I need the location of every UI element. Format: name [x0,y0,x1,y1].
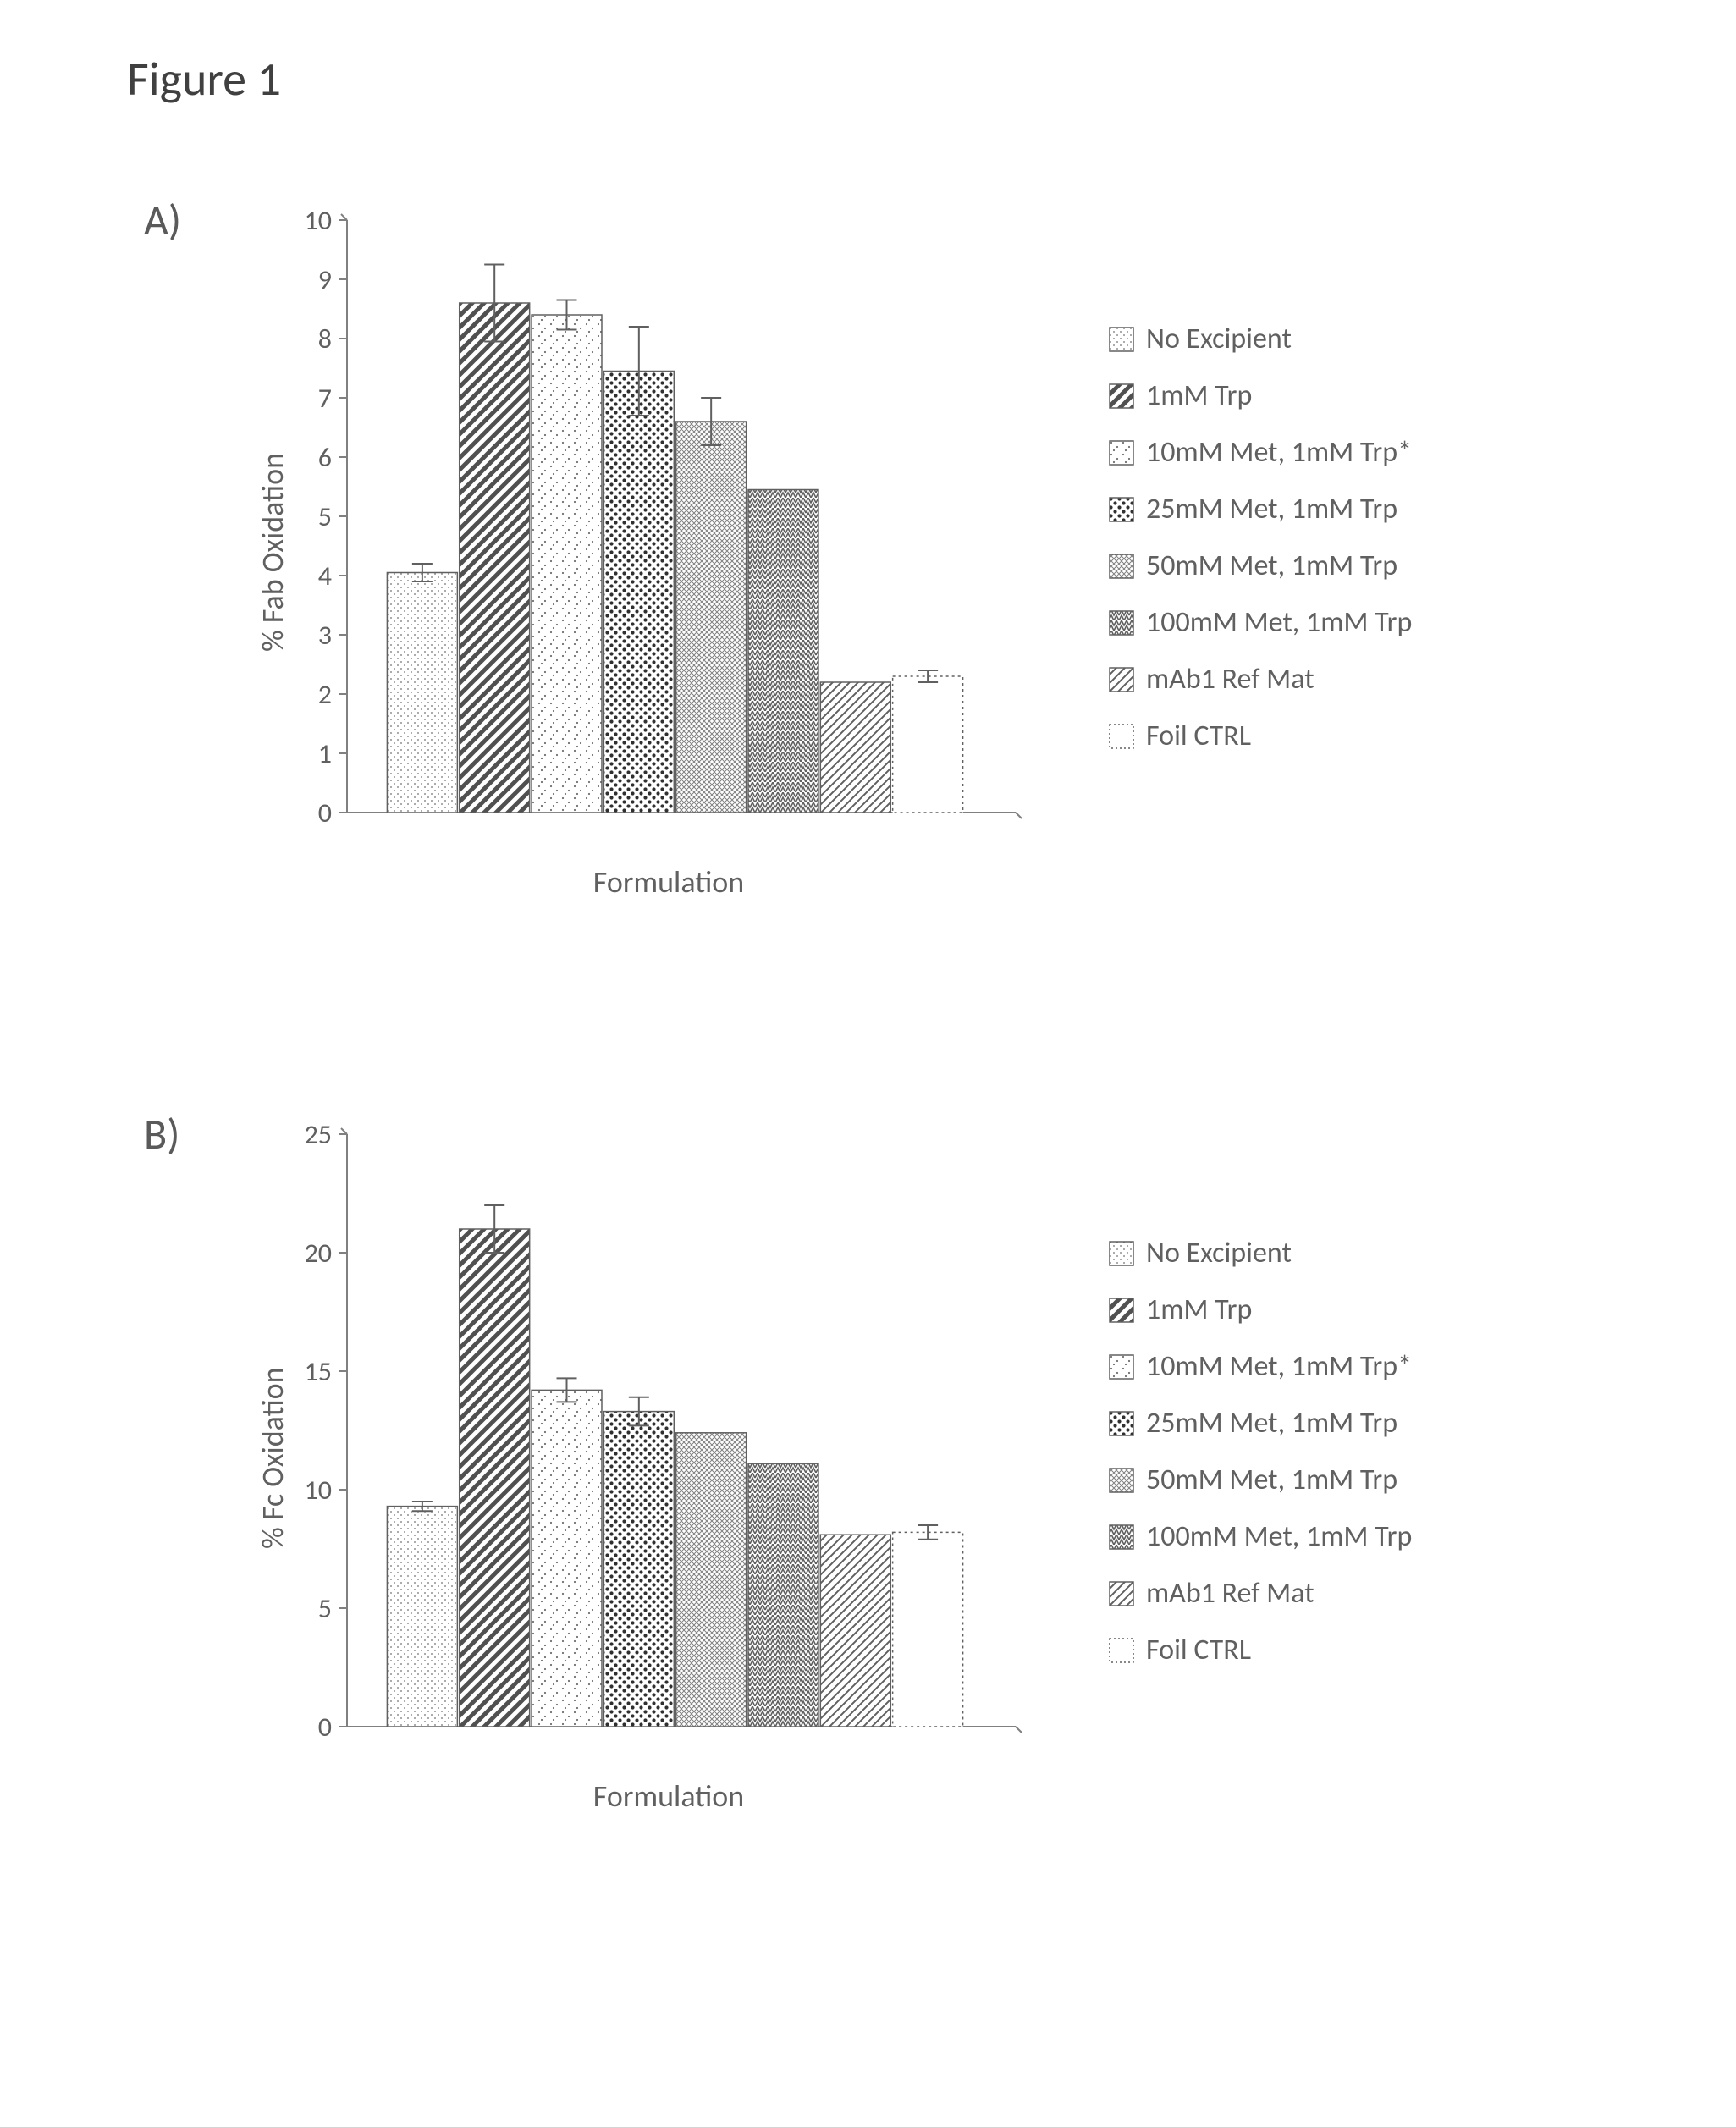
chart-b-xlabel: Formulation [542,1777,796,1815]
legend-label: 10mM Met, 1mM Trp* [1146,435,1412,470]
bar [893,1532,963,1727]
legend-item: mAb1 Ref Mat [1109,1576,1412,1611]
legend-item: 10mM Met, 1mM Trp* [1109,435,1412,470]
legend-label: 50mM Met, 1mM Trp [1146,548,1397,583]
panel-a-label: A) [144,195,181,246]
y-axis-cap [341,214,347,220]
y-tick-label: 25 [305,1118,332,1151]
bar [603,372,674,813]
legend-swatch [1109,383,1134,409]
bar [460,303,530,813]
page: Figure 1 [0,0,1736,2127]
legend-label: Foil CTRL [1146,1633,1251,1667]
legend-swatch [1109,1354,1134,1380]
legend-swatch [1109,1298,1134,1323]
bar [532,1390,602,1727]
legend-item: Foil CTRL [1109,1633,1412,1667]
y-tick-label: 0 [318,1711,332,1744]
y-tick-label: 5 [318,1592,332,1625]
y-tick-label: 3 [318,619,332,652]
y-tick-label: 1 [318,737,332,770]
y-tick-label: 9 [318,263,332,296]
legend-label: 1mM Trp [1146,378,1252,413]
legend-swatch [1109,440,1134,466]
legend-swatch [1109,724,1134,749]
y-tick-label: 2 [318,678,332,711]
legend-item: 50mM Met, 1mM Trp [1109,1463,1412,1497]
y-tick-label: 10 [305,1474,332,1507]
legend-label: 1mM Trp [1146,1292,1252,1327]
y-tick-label: 4 [318,559,332,592]
y-axis-cap [341,1128,347,1134]
legend-swatch [1109,610,1134,636]
legend-label: No Excipient [1146,1236,1292,1270]
legend-swatch [1109,667,1134,692]
chart-a-ylabel: % Fab Oxidation [254,453,291,652]
x-axis-cap [1016,813,1022,818]
legend-swatch [1109,327,1134,352]
bar [676,1433,747,1727]
bar [820,682,890,813]
chart-svg: 0 1 2 3 4 5 6 7 8 9 10 [288,203,1033,846]
legend-a: No Excipient 1mM Trp 10mM Met, 1mM Trp* … [1109,322,1412,775]
y-tick-label: 6 [318,441,332,474]
chart-a-xlabel: Formulation [542,863,796,901]
bar [748,1463,818,1727]
figure-title: Figure 1 [127,51,281,108]
legend-item: 100mM Met, 1mM Trp [1109,1519,1412,1554]
legend-label: 100mM Met, 1mM Trp [1146,1519,1412,1554]
legend-item: No Excipient [1109,322,1412,356]
legend-swatch [1109,554,1134,579]
legend-item: 50mM Met, 1mM Trp [1109,548,1412,583]
y-tick-label: 0 [318,796,332,829]
legend-item: 1mM Trp [1109,378,1412,413]
legend-label: mAb1 Ref Mat [1146,1576,1314,1611]
bar [460,1229,530,1727]
legend-label: Foil CTRL [1146,719,1251,753]
legend-label: 100mM Met, 1mM Trp [1146,605,1412,640]
legend-item: No Excipient [1109,1236,1412,1270]
legend-item: 1mM Trp [1109,1292,1412,1327]
legend-swatch [1109,1638,1134,1663]
y-tick-label: 20 [305,1237,332,1270]
chart-svg: 0 5 10 15 20 25 [288,1117,1033,1761]
legend-label: 50mM Met, 1mM Trp [1146,1463,1397,1497]
legend-label: 25mM Met, 1mM Trp [1146,492,1397,526]
legend-swatch [1109,1411,1134,1436]
bar [676,422,747,813]
legend-swatch [1109,1241,1134,1266]
legend-label: No Excipient [1146,322,1292,356]
legend-item: mAb1 Ref Mat [1109,662,1412,697]
legend-item: 25mM Met, 1mM Trp [1109,1406,1412,1441]
legend-label: mAb1 Ref Mat [1146,662,1314,697]
legend-label: 10mM Met, 1mM Trp* [1146,1349,1412,1384]
legend-item: Foil CTRL [1109,719,1412,753]
bar [820,1535,890,1727]
y-tick-label: 15 [305,1355,332,1388]
x-axis-cap [1016,1727,1022,1733]
legend-item: 10mM Met, 1mM Trp* [1109,1349,1412,1384]
y-tick-label: 5 [318,500,332,533]
y-tick-label: 7 [318,382,332,415]
bar [603,1412,674,1727]
legend-swatch [1109,1524,1134,1550]
bar [387,1507,457,1727]
bar [532,315,602,813]
y-tick-label: 10 [305,204,332,237]
bar [387,573,457,813]
chart-b-ylabel: % Fc Oxidation [254,1367,291,1549]
panel-b-label: B) [144,1109,179,1160]
legend-swatch [1109,1581,1134,1606]
legend-label: 25mM Met, 1mM Trp [1146,1406,1397,1441]
y-tick-label: 8 [318,322,332,355]
chart-a: 0 1 2 3 4 5 6 7 8 9 10 [288,203,1033,846]
legend-swatch [1109,497,1134,522]
bar [748,490,818,813]
legend-b: No Excipient 1mM Trp 10mM Met, 1mM Trp* … [1109,1236,1412,1689]
legend-item: 25mM Met, 1mM Trp [1109,492,1412,526]
chart-b: 0 5 10 15 20 25 [288,1117,1033,1761]
legend-swatch [1109,1468,1134,1493]
legend-item: 100mM Met, 1mM Trp [1109,605,1412,640]
bar [893,676,963,813]
